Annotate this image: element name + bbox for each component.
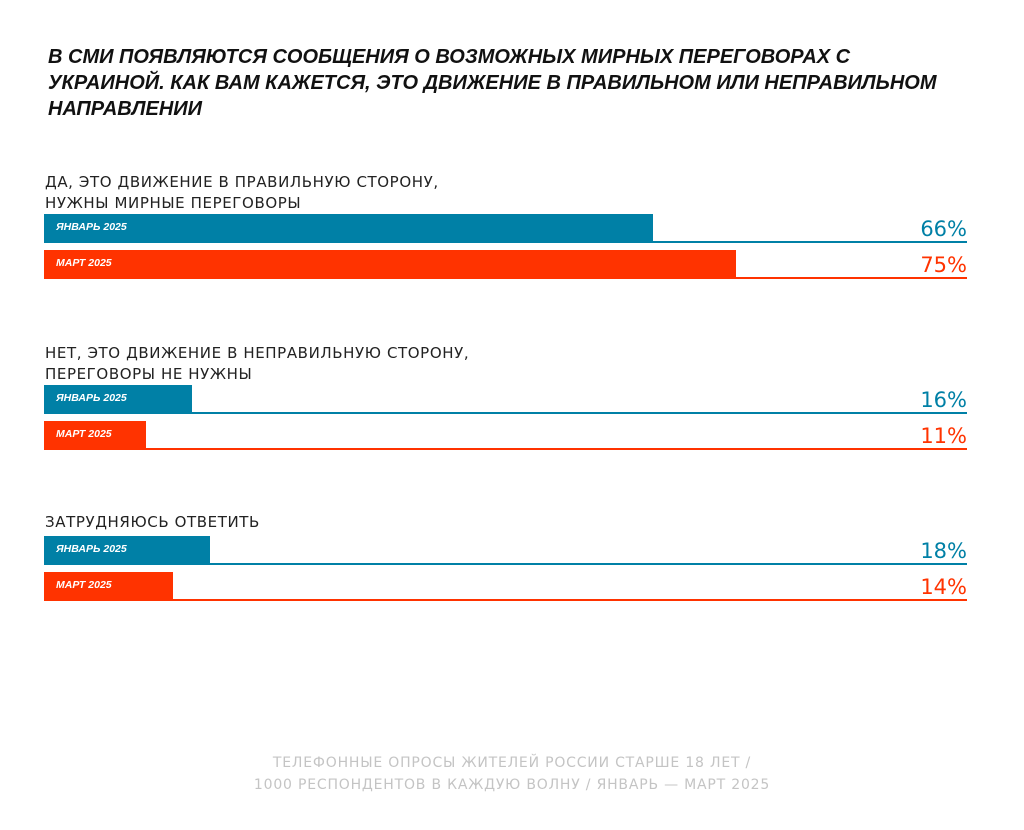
value-label: 66% (920, 217, 967, 241)
bar-baseline (44, 599, 967, 601)
series-label: ЯНВАРЬ 2025 (56, 392, 127, 404)
series-label: МАРТ 2025 (56, 579, 112, 591)
bar-row: ЯНВАРЬ 2025 66% (44, 214, 967, 243)
value-label: 16% (920, 388, 967, 412)
series-label: ЯНВАРЬ 2025 (56, 543, 127, 555)
value-label: 18% (920, 539, 967, 563)
series-label: ЯНВАРЬ 2025 (56, 221, 127, 233)
bar-baseline (44, 412, 967, 414)
value-label: 14% (920, 575, 967, 599)
group-label: ДА, ЭТО ДВИЖЕНИЕ В ПРАВИЛЬНУЮ СТОРОНУ, Н… (45, 173, 439, 212)
series-label: МАРТ 2025 (56, 428, 112, 440)
value-label: 75% (920, 253, 967, 277)
bar-baseline (44, 448, 967, 450)
bar-row: ЯНВАРЬ 2025 16% (44, 385, 967, 414)
footer-line-1: ТЕЛЕФОННЫЕ ОПРОСЫ ЖИТЕЛЕЙ РОССИИ СТАРШЕ … (272, 755, 752, 771)
bar (44, 250, 737, 277)
value-label: 11% (920, 424, 967, 448)
group-label: НЕТ, ЭТО ДВИЖЕНИЕ В НЕПРАВИЛЬНУЮ СТОРОНУ… (45, 344, 470, 383)
bar (44, 385, 192, 412)
bar-row: МАРТ 2025 11% (44, 421, 967, 450)
bar (44, 214, 654, 241)
bar (44, 572, 174, 599)
bar-row: ЯНВАРЬ 2025 18% (44, 536, 967, 565)
footer-note: ТЕЛЕФОННЫЕ ОПРОСЫ ЖИТЕЛЕЙ РОССИИ СТАРШЕ … (0, 752, 1024, 796)
bar-baseline (44, 277, 967, 279)
chart-title: В СМИ появляются сообщения о возможных м… (48, 46, 937, 120)
series-label: МАРТ 2025 (56, 257, 112, 269)
bar (44, 536, 211, 563)
bar-row: МАРТ 2025 14% (44, 572, 967, 601)
bar-baseline (44, 563, 967, 565)
group-label: ЗАТРУДНЯЮСЬ ОТВЕТИТЬ (45, 513, 260, 531)
bar-baseline (44, 241, 967, 243)
bar-row: МАРТ 2025 75% (44, 250, 967, 279)
footer-line-2: 1000 РЕСПОНДЕНТОВ В КАЖДУЮ ВОЛНУ / ЯНВАР… (253, 777, 771, 793)
bar (44, 421, 146, 448)
